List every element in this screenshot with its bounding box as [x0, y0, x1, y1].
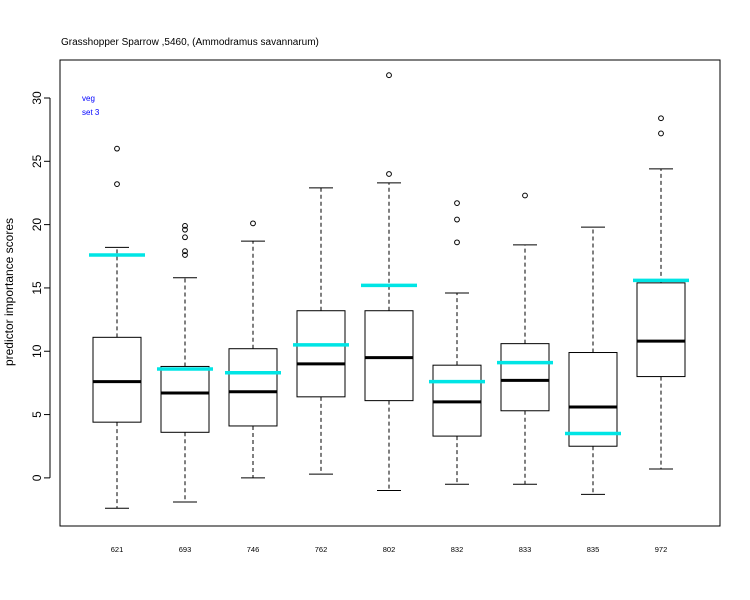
x-axis-labels: 621 693 746 762 802 832 833 835 972	[111, 545, 668, 554]
iqr-box	[228, 348, 278, 427]
outlier-point	[182, 248, 188, 255]
x-tick-label: 762	[315, 545, 328, 554]
box-972	[633, 115, 689, 470]
chart-title: Grasshopper Sparrow ,5460, (Ammodramus s…	[61, 37, 319, 48]
outlier-point	[658, 115, 664, 122]
annotation-set: set 3	[82, 108, 100, 117]
outlier-point	[658, 130, 664, 137]
box-621	[89, 145, 145, 509]
outlier-point	[114, 145, 120, 152]
outlier-point	[182, 222, 188, 229]
x-tick-label: 802	[383, 545, 396, 554]
outlier-point	[182, 234, 188, 241]
plot-frame	[59, 59, 721, 527]
outlier-point	[522, 192, 528, 199]
outlier-point	[454, 216, 460, 223]
outlier-point	[386, 171, 392, 177]
box-833	[497, 192, 553, 485]
iqr-box	[568, 352, 618, 447]
boxes-layer	[89, 72, 689, 509]
x-tick-label: 621	[111, 545, 124, 554]
y-tick-label: 15	[30, 281, 44, 295]
iqr-box	[92, 336, 142, 423]
box-832	[429, 200, 485, 485]
box-762	[293, 187, 349, 475]
box-746	[225, 220, 281, 479]
y-tick-label: 20	[30, 218, 44, 232]
y-tick-label: 0	[30, 474, 44, 481]
x-tick-label: 693	[179, 545, 192, 554]
annotation-veg: veg	[82, 94, 95, 103]
y-tick-label: 30	[30, 91, 44, 105]
x-tick-label: 832	[451, 545, 464, 554]
y-tick-label: 5	[30, 411, 44, 418]
y-tick-label: 10	[30, 344, 44, 358]
iqr-box	[160, 365, 210, 433]
x-tick-label: 835	[587, 545, 600, 554]
box-693	[157, 222, 213, 503]
y-axis-label: predictor importance scores	[2, 218, 16, 366]
iqr-box	[500, 343, 550, 412]
outlier-point	[250, 220, 256, 227]
y-axis: 0 5 10 15 20 25 30	[30, 91, 51, 481]
outlier-point	[114, 181, 120, 187]
iqr-box	[364, 310, 414, 402]
box-802	[361, 72, 417, 492]
box-835	[565, 226, 621, 495]
outlier-point	[386, 72, 392, 79]
y-tick-label: 25	[30, 154, 44, 168]
outlier-point	[454, 200, 460, 206]
outlier-point	[182, 226, 188, 233]
iqr-box	[636, 282, 686, 378]
outlier-point	[182, 252, 188, 258]
iqr-box	[296, 310, 346, 398]
x-tick-label: 746	[247, 545, 260, 554]
x-tick-label: 972	[655, 545, 668, 554]
outlier-point	[454, 239, 460, 246]
x-tick-label: 833	[519, 545, 532, 554]
